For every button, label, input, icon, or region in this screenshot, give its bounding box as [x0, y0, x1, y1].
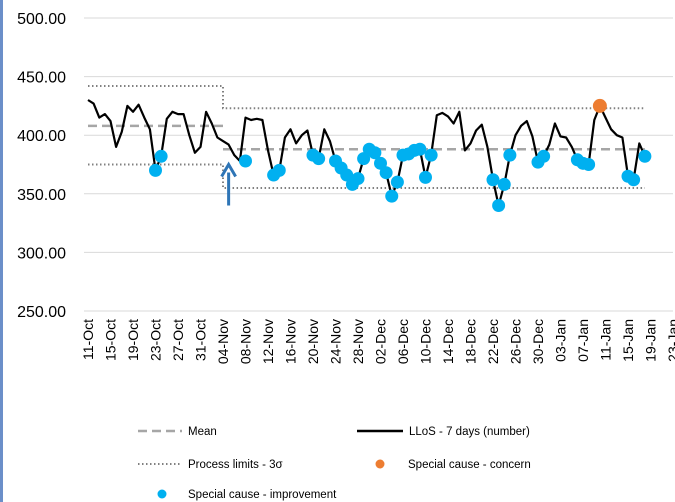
special-cause-markers [149, 98, 652, 213]
improvement-marker [312, 152, 326, 166]
x-tick-label: 15-Oct [103, 319, 119, 361]
improvement-marker [379, 166, 393, 180]
x-tick-label: 14-Dec [440, 319, 456, 364]
improvement-marker [154, 149, 168, 163]
x-tick-label: 23-Oct [148, 319, 164, 361]
improvement-marker [424, 148, 438, 162]
x-tick-label: 28-Nov [350, 319, 366, 364]
improvement-marker [385, 189, 399, 203]
improvement-marker [638, 149, 652, 163]
x-axis: 11-Oct 15-Oct 19-Oct 23-Oct 27-Oct 31-Oct 04-N… [80, 319, 675, 364]
y-tick-label: 350.00 [17, 187, 66, 204]
annotations [220, 161, 237, 206]
y-tick-label: 300.00 [17, 245, 66, 262]
gridlines [84, 17, 673, 312]
process-limits [88, 84, 645, 189]
process-limit-upper [88, 84, 645, 110]
improvement-marker [390, 175, 404, 189]
improvement-marker [492, 199, 506, 213]
x-tick-label: 18-Dec [463, 319, 479, 364]
x-tick-label: 15-Jan [620, 319, 636, 362]
improvement-marker [582, 158, 596, 171]
x-tick-label: 26-Dec [508, 319, 524, 364]
x-tick-label: 04-Nov [215, 319, 231, 364]
x-tick-label: 19-Jan [643, 319, 659, 362]
x-tick-label: 30-Dec [530, 319, 546, 364]
x-tick-label: 19-Oct [125, 319, 141, 361]
improvement-marker [374, 156, 387, 170]
frame-border [0, 0, 3, 502]
legend-label: LLoS - 7 days (number) [409, 426, 530, 438]
x-tick-label: 16-Nov [283, 319, 299, 364]
x-tick-label: 10-Dec [418, 319, 434, 364]
improvement-marker [239, 154, 252, 168]
x-tick-label: 06-Dec [395, 319, 411, 364]
improvement-marker [419, 170, 432, 184]
up-arrow-icon [220, 161, 237, 206]
x-tick-label: 08-Nov [238, 319, 254, 364]
y-axis: 250.00 300.00 350.00 400.00 450.00 500.00 [17, 11, 66, 321]
improvement-marker [272, 163, 286, 177]
legend-label: Mean [188, 426, 217, 438]
legend-label: Process limits - 3σ [188, 459, 283, 471]
improvement-marker [368, 146, 382, 160]
improvement-marker [340, 168, 354, 182]
y-tick-label: 400.00 [17, 128, 66, 145]
improvement-marker [497, 177, 511, 191]
x-tick-label: 20-Nov [305, 319, 321, 364]
legend-swatch-concern [375, 459, 385, 469]
improvement-marker [413, 142, 427, 156]
x-tick-label: 02-Dec [373, 319, 389, 364]
x-tick-label: 23-Jan [665, 319, 675, 362]
legend-label: Special cause - concern [408, 459, 531, 471]
x-tick-label: 03-Jan [553, 319, 569, 362]
improvement-marker [537, 149, 551, 163]
x-tick-label: 11-Jan [598, 319, 614, 361]
x-tick-label: 12-Nov [260, 319, 276, 364]
x-tick-label: 31-Oct [193, 319, 209, 361]
x-tick-label: 24-Nov [328, 319, 344, 364]
x-tick-label: 11-Oct [80, 319, 96, 360]
process-limit-lower [88, 163, 645, 189]
y-tick-label: 450.00 [17, 70, 66, 87]
improvement-marker [351, 172, 365, 186]
x-tick-label: 27-Oct [170, 319, 186, 361]
improvement-marker [357, 152, 371, 166]
improvement-marker [149, 163, 162, 177]
concern-marker [592, 98, 607, 113]
improvement-marker [503, 148, 517, 162]
improvement-marker [486, 173, 500, 187]
improvement-marker [627, 173, 641, 187]
legend-label: Special cause - improvement [188, 489, 337, 501]
x-tick-label: 22-Dec [485, 319, 501, 364]
arrow-head [220, 161, 237, 178]
x-tick-label: 07-Jan [575, 319, 591, 362]
y-tick-label: 250.00 [17, 304, 66, 321]
y-tick-label: 500.00 [17, 11, 66, 28]
legend-swatch-improvement [157, 489, 167, 499]
legend: Mean LLoS - 7 days (number) Process limits… [138, 426, 531, 501]
